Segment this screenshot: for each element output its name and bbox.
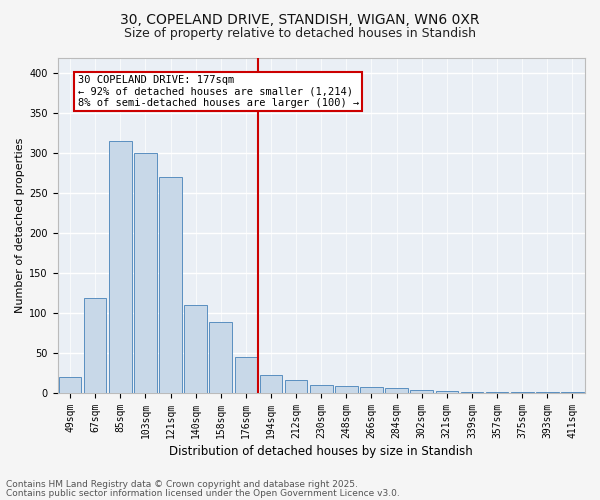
Bar — [84, 298, 106, 392]
Bar — [310, 386, 332, 392]
Bar — [235, 358, 257, 392]
Bar — [159, 177, 182, 392]
Text: 30 COPELAND DRIVE: 177sqm
← 92% of detached houses are smaller (1,214)
8% of sem: 30 COPELAND DRIVE: 177sqm ← 92% of detac… — [77, 75, 359, 108]
Bar — [410, 390, 433, 392]
Bar — [184, 305, 207, 392]
Bar — [59, 378, 82, 392]
Bar — [134, 153, 157, 392]
Bar — [335, 386, 358, 392]
Bar — [260, 375, 283, 392]
Bar — [436, 391, 458, 392]
Text: Contains public sector information licensed under the Open Government Licence v3: Contains public sector information licen… — [6, 489, 400, 498]
Bar — [209, 322, 232, 392]
Bar — [109, 142, 131, 392]
Y-axis label: Number of detached properties: Number of detached properties — [15, 138, 25, 312]
Text: Contains HM Land Registry data © Crown copyright and database right 2025.: Contains HM Land Registry data © Crown c… — [6, 480, 358, 489]
Bar — [285, 380, 307, 392]
Bar — [385, 388, 408, 392]
Bar — [360, 387, 383, 392]
Text: 30, COPELAND DRIVE, STANDISH, WIGAN, WN6 0XR: 30, COPELAND DRIVE, STANDISH, WIGAN, WN6… — [120, 12, 480, 26]
Text: Size of property relative to detached houses in Standish: Size of property relative to detached ho… — [124, 28, 476, 40]
X-axis label: Distribution of detached houses by size in Standish: Distribution of detached houses by size … — [169, 444, 473, 458]
